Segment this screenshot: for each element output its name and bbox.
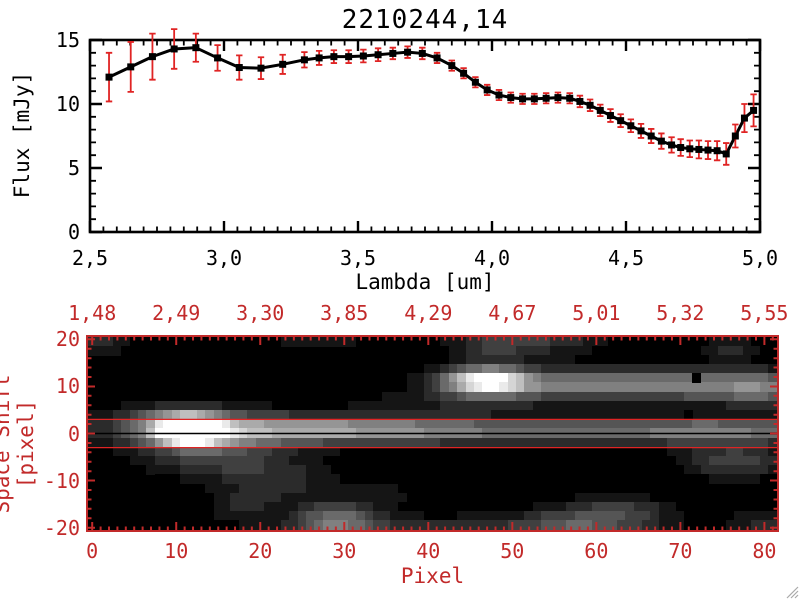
data-point-marker: [647, 132, 655, 140]
data-point-marker: [566, 94, 574, 102]
space-shift-tick-label: 10: [55, 374, 80, 399]
spectrum-major-ticks: [88, 38, 762, 234]
data-point-marker: [433, 54, 441, 62]
data-point-marker: [740, 114, 748, 122]
data-point-marker: [257, 64, 265, 72]
data-point-marker: [731, 132, 739, 140]
pixel-tick-label: 80: [752, 539, 777, 563]
data-point-marker: [460, 69, 468, 77]
data-point-marker: [300, 56, 308, 64]
data-point-marker: [677, 144, 685, 152]
pixel-axis-title: Pixel: [400, 564, 465, 588]
data-point-marker: [192, 44, 200, 52]
flux-tick-label: 15: [56, 28, 80, 52]
lambda-tick-label: 3,0: [206, 246, 242, 270]
data-point-marker: [668, 141, 676, 149]
wavelength-tick-label: 1,48: [68, 301, 117, 325]
spectrum-frame: [88, 38, 762, 234]
pixel-tick-label: 40: [416, 539, 441, 563]
data-point-marker: [495, 91, 503, 99]
data-point-marker: [704, 146, 712, 154]
wavelength-tick-label: 2,49: [152, 301, 201, 325]
data-point-marker: [471, 78, 479, 86]
data-point-marker: [519, 95, 527, 103]
resize-grip-icon[interactable]: [783, 583, 799, 599]
data-point-marker: [127, 63, 135, 71]
lambda-axis-title: Lambda [um]: [355, 270, 495, 294]
spectrum-line: [108, 46, 755, 156]
data-point-marker: [722, 150, 730, 158]
wavelength-tick-label: 5,01: [572, 301, 621, 325]
data-point-marker: [657, 137, 665, 145]
spectral-image: [88, 337, 777, 530]
data-point-marker: [148, 53, 156, 61]
plot-title: 2210244,14: [341, 5, 509, 35]
pixel-tick-label: 60: [584, 539, 609, 563]
flux-tick-label: 5: [68, 156, 80, 180]
data-point-marker: [530, 95, 538, 103]
lambda-tick-label: 3,5: [340, 246, 376, 270]
wavelength-tick-label: 4,67: [488, 301, 537, 325]
data-point-marker: [576, 97, 584, 105]
data-point-marker: [389, 49, 397, 57]
data-point-marker: [404, 48, 412, 56]
data-point-marker: [507, 94, 515, 102]
data-point-marker: [637, 127, 645, 135]
spectrum-minor-ticks: [90, 40, 760, 232]
data-point-marker: [345, 53, 353, 61]
data-point-marker: [235, 64, 243, 72]
pixel-tick-label: 20: [248, 539, 273, 563]
data-point-marker: [695, 145, 703, 153]
data-point-marker: [750, 106, 758, 114]
data-point-marker: [596, 106, 604, 114]
data-point-marker: [542, 94, 550, 102]
lambda-tick-label: 4,0: [474, 246, 510, 270]
data-point-marker: [315, 54, 323, 62]
space-shift-tick-label: -20: [43, 515, 80, 540]
flux-tick-label: 10: [56, 92, 80, 116]
data-point-marker: [617, 117, 625, 125]
data-point-marker: [448, 62, 456, 70]
wavelength-tick-label: 4,29: [404, 301, 453, 325]
pixel-tick-label: 0: [86, 539, 99, 563]
data-point-marker: [586, 101, 594, 109]
data-point-marker: [105, 73, 113, 81]
wavelength-tick-label: 5,55: [740, 301, 789, 325]
data-point-marker: [554, 94, 562, 102]
pixel-tick-label: 30: [332, 539, 357, 563]
spectrum-plot: 2,5 3,0 3,5 4,0 4,5 5,0 0 5 10 15: [56, 28, 778, 270]
data-point-marker: [214, 54, 222, 62]
wavelength-tick-label: 5,32: [656, 301, 705, 325]
data-point-marker: [627, 122, 635, 130]
pixel-tick-label: 70: [668, 539, 693, 563]
data-point-marker: [330, 53, 338, 61]
data-point-marker: [418, 49, 426, 57]
space-shift-tick-label: -10: [43, 468, 80, 493]
data-point-marker: [606, 112, 614, 120]
space-shift-tick-label: 20: [55, 327, 80, 352]
lambda-tick-label: 5,0: [742, 246, 778, 270]
data-point-marker: [374, 51, 382, 59]
wavelength-tick-label: 3,85: [320, 301, 369, 325]
data-point-marker: [170, 45, 178, 53]
pixel-tick-label: 10: [164, 539, 189, 563]
pixel-tick-label: 50: [500, 539, 525, 563]
lambda-tick-label: 2,5: [72, 246, 108, 270]
data-point-marker: [713, 147, 721, 155]
data-point-marker: [686, 145, 694, 153]
lambda-tick-label: 4,5: [608, 246, 644, 270]
data-point-marker: [279, 60, 287, 68]
space-shift-tick-label: 0: [67, 421, 80, 446]
data-point-marker: [483, 86, 491, 94]
data-point-marker: [359, 52, 367, 60]
wavelength-tick-label: 3,30: [236, 301, 285, 325]
flux-tick-label: 0: [68, 220, 80, 244]
